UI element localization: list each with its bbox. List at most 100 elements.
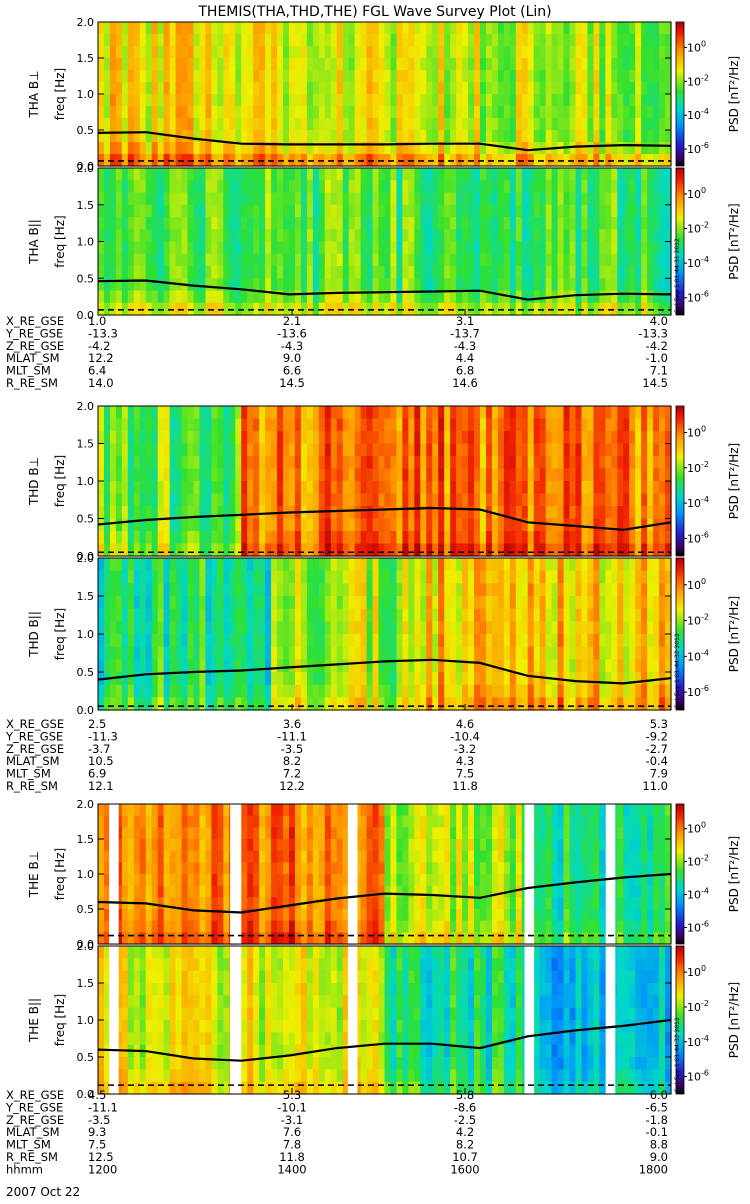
y-tick-label: 1.0 (77, 868, 95, 881)
spectrogram-cells (98, 406, 672, 557)
colorbar-tick-label: 10-6 (687, 141, 709, 156)
data-gap (525, 804, 535, 944)
panel-label: THE B|| (27, 998, 41, 1043)
colorbar-label: PSD [nT²/Hz] (727, 203, 741, 279)
colorbar-label: PSD [nT²/Hz] (727, 836, 741, 912)
panel-label: THA B|| (27, 219, 41, 265)
ephemeris-value: 1400 (277, 1162, 306, 1176)
ephemeris-row-name: hhmm (6, 1162, 43, 1176)
y-axis-label: freq [Hz] (53, 68, 67, 120)
y-tick-label: 0.0 (77, 704, 95, 717)
figure-title: THEMIS(THA,THD,THE) FGL Wave Survey Plot… (197, 4, 551, 20)
ephemeris-value: 1200 (88, 1162, 117, 1176)
data-gap (230, 804, 241, 944)
ephemeris-value: 14.5 (279, 376, 305, 390)
plot-timestamp: Sat Sep 1 01:44:32 2012 (674, 633, 681, 708)
y-tick-label: 0.5 (77, 903, 95, 916)
y-tick-label: 2.0 (77, 400, 95, 413)
data-gap (606, 804, 616, 944)
colorbar-tick-label: 10-4 (687, 648, 709, 663)
y-tick-label: 1.0 (77, 1014, 95, 1027)
ephemeris-row-name: R_RE_SM (6, 779, 58, 793)
y-tick-label: 1.5 (77, 977, 95, 990)
y-tick-label: 0.5 (77, 272, 95, 285)
ephemeris-value: 14.0 (88, 376, 114, 390)
spectrogram-cells (98, 168, 672, 316)
y-tick-label: 2.0 (77, 552, 95, 565)
colorbar-gradient (676, 804, 684, 944)
ephemeris-value: 1600 (450, 1162, 479, 1176)
colorbar-tick-label: 10-4 (687, 495, 709, 510)
data-gap (348, 946, 358, 1094)
y-tick-label: 1.5 (77, 52, 95, 65)
colorbar-tick-label: 10-6 (687, 1069, 709, 1084)
colorbar-tick-label: 10-2 (687, 854, 709, 869)
ephemeris-value: 14.6 (452, 376, 478, 390)
colorbar-tick-label: 10-2 (687, 613, 709, 628)
y-tick-label: 2.0 (77, 16, 95, 29)
panel-label: THD B|| (27, 611, 41, 658)
colorbar-tick-label: 10-4 (687, 255, 709, 270)
ephemeris-value: 14.5 (642, 376, 668, 390)
y-axis-label: freq [Hz] (53, 455, 67, 507)
colorbar-tick-label: 100 (687, 186, 706, 201)
panel-label: THE B⊥ (27, 851, 41, 898)
colorbar-tick-label: 10-6 (687, 530, 709, 545)
plot-timestamp: Sat Sep 1 01:44:31 2012 (674, 238, 681, 313)
colorbar-label: PSD [nT²/Hz] (727, 982, 741, 1058)
y-tick-label: 1.0 (77, 475, 95, 488)
colorbar-tick-label: 100 (687, 964, 706, 979)
colorbar-tick-label: 10-2 (687, 460, 709, 475)
colorbar-tick-label: 100 (687, 821, 706, 836)
spectrogram-cells (98, 946, 672, 1095)
data-gap (230, 946, 241, 1094)
y-tick-label: 2.0 (77, 798, 95, 811)
colorbar-tick-label: 10-2 (687, 221, 709, 236)
colorbar-tick-label: 100 (687, 39, 706, 54)
colorbar-tick-label: 10-4 (687, 887, 709, 902)
spectrogram-cells (98, 804, 672, 945)
data-gap (109, 946, 119, 1094)
ephemeris-value: 12.1 (88, 779, 114, 793)
y-axis-label: freq [Hz] (53, 608, 67, 660)
ephemeris-value: 12.2 (279, 779, 305, 793)
y-tick-label: 0.5 (77, 513, 95, 526)
colorbar-tick-label: 10-6 (687, 684, 709, 699)
y-axis-label: freq [Hz] (53, 994, 67, 1046)
ephemeris-row-name: R_RE_SM (6, 376, 58, 390)
colorbar-gradient (676, 406, 684, 556)
ephemeris-value: 1800 (639, 1162, 668, 1176)
data-gap (109, 804, 119, 944)
y-tick-label: 2.0 (77, 162, 95, 175)
colorbar-gradient (676, 22, 684, 166)
y-tick-label: 1.5 (77, 438, 95, 451)
y-tick-label: 0.5 (77, 124, 95, 137)
y-tick-label: 1.5 (77, 590, 95, 603)
data-gap (348, 804, 358, 944)
data-gap (606, 946, 616, 1094)
y-axis-label: freq [Hz] (53, 848, 67, 900)
y-tick-label: 1.0 (77, 88, 95, 101)
data-gap (525, 946, 535, 1094)
ephemeris-value: 11.0 (642, 779, 668, 793)
y-tick-label: 2.0 (77, 940, 95, 953)
panel-label: THA B⊥ (27, 70, 41, 118)
y-tick-label: 0.5 (77, 666, 95, 679)
panel-label: THD B⊥ (27, 457, 41, 506)
plot-timestamp: Sat Sep 1 01:44:32 2012 (674, 1017, 681, 1092)
